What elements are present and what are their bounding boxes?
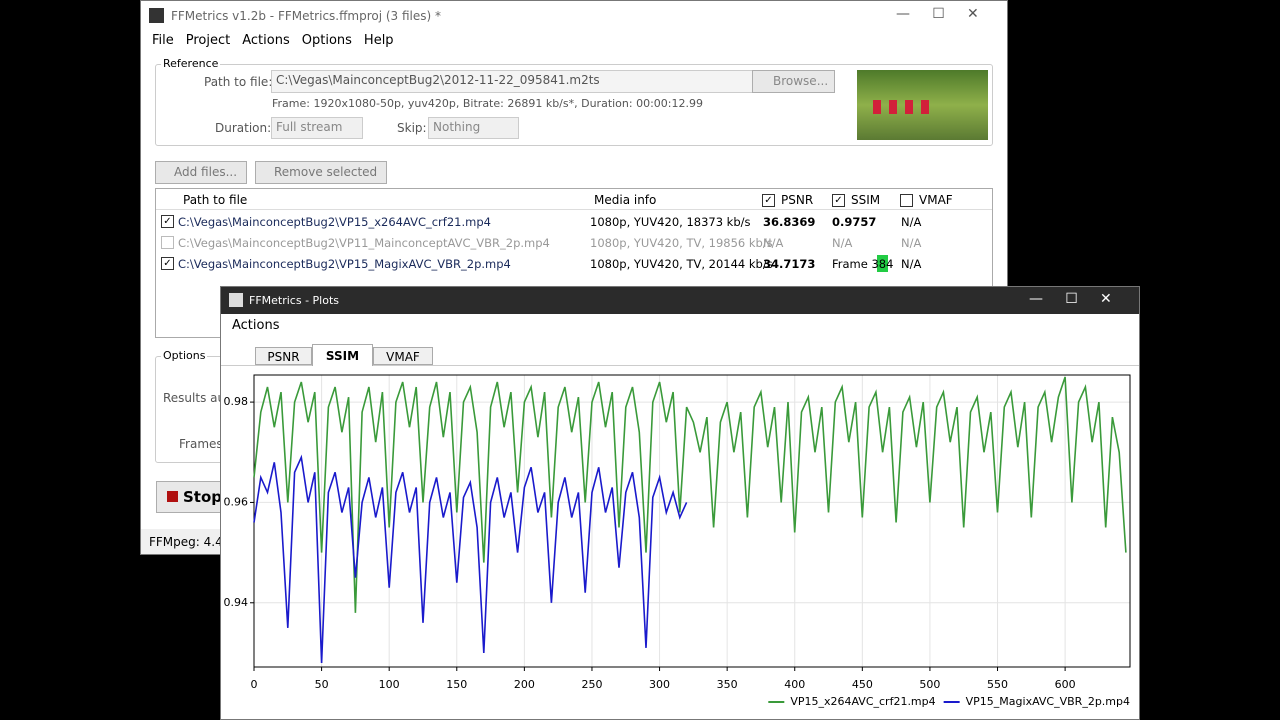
label: Results au	[163, 391, 226, 405]
tab[interactable]: SSIM	[312, 344, 373, 366]
series-line	[253, 376, 1127, 613]
window-controls[interactable]: — ☐ ✕	[896, 6, 979, 22]
menu-item[interactable]: Actions	[242, 33, 290, 48]
x-tick-label: 550	[987, 678, 1008, 691]
checkbox[interactable]	[161, 236, 174, 249]
menu-bar: File Project Actions Options Help	[152, 33, 406, 48]
cell: C:\Vegas\MainconceptBug2\VP15_x264AVC_cr…	[178, 215, 491, 229]
checkbox[interactable]: ✓	[161, 215, 174, 228]
tab[interactable]: VMAF	[373, 347, 433, 365]
checkbox[interactable]: ✓	[762, 194, 775, 207]
y-tick-label: 0.98	[224, 395, 249, 408]
window-title: FFMetrics - Plots	[249, 294, 340, 307]
x-tick-label: 200	[514, 678, 535, 691]
menu-item[interactable]: Help	[363, 33, 394, 48]
button-text: Browse...	[773, 74, 829, 88]
legend-label: VP15_x264AVC_crf21.mp4	[790, 695, 935, 708]
tab[interactable]: PSNR	[255, 347, 312, 365]
cell: C:\Vegas\MainconceptBug2\VP15_MagixAVC_V…	[178, 257, 511, 271]
column-header: PSNR	[781, 193, 814, 207]
checkbox[interactable]	[900, 194, 913, 207]
y-tick-label: 0.94	[224, 596, 249, 609]
browse-button[interactable]: Browse...	[752, 70, 835, 93]
label: Frames	[179, 437, 223, 451]
progress	[877, 255, 888, 272]
menu-item[interactable]: Options	[301, 33, 352, 48]
group-label: Options	[161, 349, 208, 362]
cell: N/A	[901, 236, 922, 250]
cell: 1080p, YUV420, 18373 kb/s	[590, 215, 751, 229]
x-tick-label: 100	[379, 678, 400, 691]
status-text: FFMpeg: 4.4	[149, 535, 223, 549]
checkbox[interactable]: ✓	[832, 194, 845, 207]
cell: 34.7173	[763, 257, 816, 271]
x-tick-label: 350	[717, 678, 738, 691]
button-text: Stop	[183, 488, 223, 506]
title-bar: FFMetrics - Plots — ☐ ✕	[221, 287, 1139, 314]
cell: 36.8369	[763, 215, 816, 229]
x-tick-label: 500	[919, 678, 940, 691]
reference-group	[155, 64, 993, 146]
label: Skip:	[397, 121, 427, 135]
menu-item[interactable]: Actions	[232, 318, 280, 333]
cell: N/A	[901, 215, 922, 229]
x-tick-label: 600	[1055, 678, 1076, 691]
plot-area	[253, 374, 1131, 668]
column-header: VMAF	[919, 193, 953, 207]
thumbnail-detail	[873, 100, 933, 114]
legend-label: VP15_MagixAVC_VBR_2p.mp4	[966, 695, 1130, 708]
group-label: Reference	[161, 57, 221, 70]
chart: 0 50 100 150 200 250 300 350 400 450 500 550 600 0.94…	[224, 374, 1131, 708]
column-header: Path to file	[183, 193, 248, 207]
label: Duration:	[215, 121, 272, 135]
window-title: FFMetrics v1.2b - FFMetrics.ffmproj (3 f…	[171, 9, 442, 23]
button-text: Remove selected	[274, 165, 378, 179]
x-tick-label: 300	[649, 678, 670, 691]
app-icon	[149, 8, 164, 23]
x-tick-label: 0	[251, 678, 258, 691]
series-line	[253, 454, 688, 664]
app-icon	[229, 293, 243, 307]
thumbnail	[857, 70, 988, 140]
cell: 1080p, YUV420, TV, 20144 kb/s	[590, 257, 773, 271]
button-text: Add files...	[174, 165, 238, 179]
menu-item[interactable]: File	[152, 33, 174, 48]
path-field[interactable]: C:\Vegas\MainconceptBug2\2012-11-22_0958…	[271, 70, 753, 93]
info: Frame: 1920x1080-50p, yuv420p, Bitrate: …	[272, 97, 703, 110]
x-tick-label: 400	[784, 678, 805, 691]
duration-combo[interactable]: Full stream	[271, 117, 363, 139]
x-tick-label: 150	[446, 678, 467, 691]
add-files-button[interactable]: Add files...	[155, 161, 247, 184]
cell: N/A	[763, 236, 784, 250]
header-line	[156, 209, 992, 210]
stop-icon	[167, 491, 178, 502]
tab-line	[221, 365, 1139, 366]
cell: C:\Vegas\MainconceptBug2\VP11_Mainconcep…	[178, 236, 550, 250]
x-tick-label: 450	[852, 678, 873, 691]
remove-button[interactable]: Remove selected	[255, 161, 387, 184]
cell: N/A	[832, 236, 853, 250]
window-controls[interactable]: — ☐ ✕	[1029, 291, 1112, 307]
x-tick-label: 50	[315, 678, 329, 691]
cell: Frame 384	[832, 257, 894, 271]
y-tick-label: 0.96	[224, 495, 249, 508]
skip-combo[interactable]: Nothing	[428, 117, 519, 139]
checkbox[interactable]: ✓	[161, 257, 174, 270]
cell: 0.9757	[832, 215, 877, 229]
cell: 1080p, YUV420, TV, 19856 kb/s	[590, 236, 773, 250]
cell: N/A	[901, 257, 922, 271]
x-tick-label: 250	[581, 678, 602, 691]
column-header: Media info	[594, 193, 657, 207]
menu-item[interactable]: Project	[185, 33, 231, 48]
label: Path to file:	[204, 75, 273, 89]
column-header: SSIM	[851, 193, 881, 207]
